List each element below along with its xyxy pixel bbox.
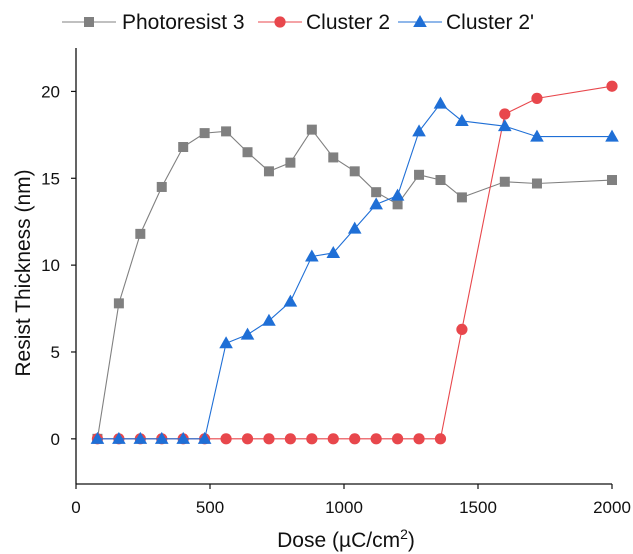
x-tick-label: 2000 xyxy=(593,498,631,517)
data-point xyxy=(283,294,298,307)
legend-item: Photoresist 3 xyxy=(62,11,245,34)
data-point xyxy=(306,433,318,445)
x-tick-label: 1000 xyxy=(325,498,363,517)
data-point xyxy=(371,187,382,198)
data-point xyxy=(433,96,448,109)
x-axis-title: Dose (µC/cm2) xyxy=(277,526,415,552)
data-point xyxy=(531,92,543,104)
data-point xyxy=(327,433,339,445)
y-tick-label: 5 xyxy=(51,343,60,362)
data-point xyxy=(90,431,105,444)
legend-marker xyxy=(84,17,94,27)
data-point xyxy=(306,124,317,135)
data-point xyxy=(605,129,619,142)
data-point xyxy=(607,175,617,186)
legend-marker xyxy=(274,16,286,28)
data-point xyxy=(499,176,510,187)
data-point xyxy=(455,113,469,126)
y-tick-label: 15 xyxy=(41,169,60,188)
data-point xyxy=(530,129,544,142)
data-point xyxy=(435,175,446,186)
series-cluster-2-prime xyxy=(90,96,619,444)
data-point xyxy=(176,431,190,444)
legend-label: Cluster 2 xyxy=(306,11,390,34)
data-point xyxy=(606,80,618,92)
series-line xyxy=(97,102,612,440)
data-point xyxy=(220,433,232,445)
y-axis-title: Resist Thickness (nm) xyxy=(12,169,35,376)
data-point xyxy=(347,221,362,234)
data-point xyxy=(349,433,361,445)
y-tick-label: 20 xyxy=(41,82,60,101)
data-point xyxy=(199,128,210,139)
data-point xyxy=(219,336,233,349)
x-tick-label: 1500 xyxy=(459,498,497,517)
data-point xyxy=(178,142,189,153)
data-point xyxy=(390,188,405,201)
data-point xyxy=(242,147,253,158)
data-point xyxy=(392,433,404,445)
data-point xyxy=(498,119,512,132)
data-point xyxy=(326,245,341,258)
data-point xyxy=(392,199,403,210)
data-point xyxy=(412,124,426,137)
data-point xyxy=(456,192,467,203)
data-point xyxy=(197,431,212,444)
data-point xyxy=(263,166,274,177)
plot-area: 0 500 1000 1500 2000 0 5 10 15 20 xyxy=(41,48,631,517)
data-point xyxy=(369,197,383,210)
data-point xyxy=(241,433,254,445)
data-point xyxy=(328,152,339,163)
data-point xyxy=(414,169,425,180)
data-point xyxy=(263,433,275,445)
legend-label: Cluster 2' xyxy=(446,11,534,34)
data-point xyxy=(349,166,360,177)
data-point xyxy=(156,181,167,192)
data-point xyxy=(531,178,542,189)
data-point xyxy=(240,327,255,340)
data-point xyxy=(285,157,296,168)
series-layer xyxy=(90,80,619,445)
data-point xyxy=(154,431,169,444)
data-point xyxy=(284,433,296,445)
legend-label: Photoresist 3 xyxy=(122,11,245,34)
data-point xyxy=(370,433,382,445)
data-point xyxy=(113,298,124,309)
data-point xyxy=(456,323,468,336)
data-point xyxy=(434,433,447,445)
x-axis-ticks: 0 500 1000 1500 2000 xyxy=(71,484,631,517)
x-tick-label: 0 xyxy=(71,498,80,517)
legend-item: Cluster 2 xyxy=(258,11,390,34)
data-point xyxy=(135,228,146,239)
data-point xyxy=(112,431,126,444)
y-tick-label: 0 xyxy=(51,430,60,449)
data-point xyxy=(499,108,511,120)
y-axis-ticks: 0 5 10 15 20 xyxy=(41,82,76,449)
data-point xyxy=(262,313,276,326)
legend-item: Cluster 2' xyxy=(398,11,534,34)
data-point xyxy=(305,249,319,262)
data-point xyxy=(133,431,148,444)
series-photoresist-3 xyxy=(92,124,617,444)
legend: Photoresist 3 Cluster 2 Cluster 2' xyxy=(62,11,534,34)
data-point xyxy=(221,126,232,137)
data-point xyxy=(413,433,425,445)
y-tick-label: 10 xyxy=(41,256,60,275)
legend-marker xyxy=(413,15,427,27)
x-tick-label: 500 xyxy=(196,498,224,517)
